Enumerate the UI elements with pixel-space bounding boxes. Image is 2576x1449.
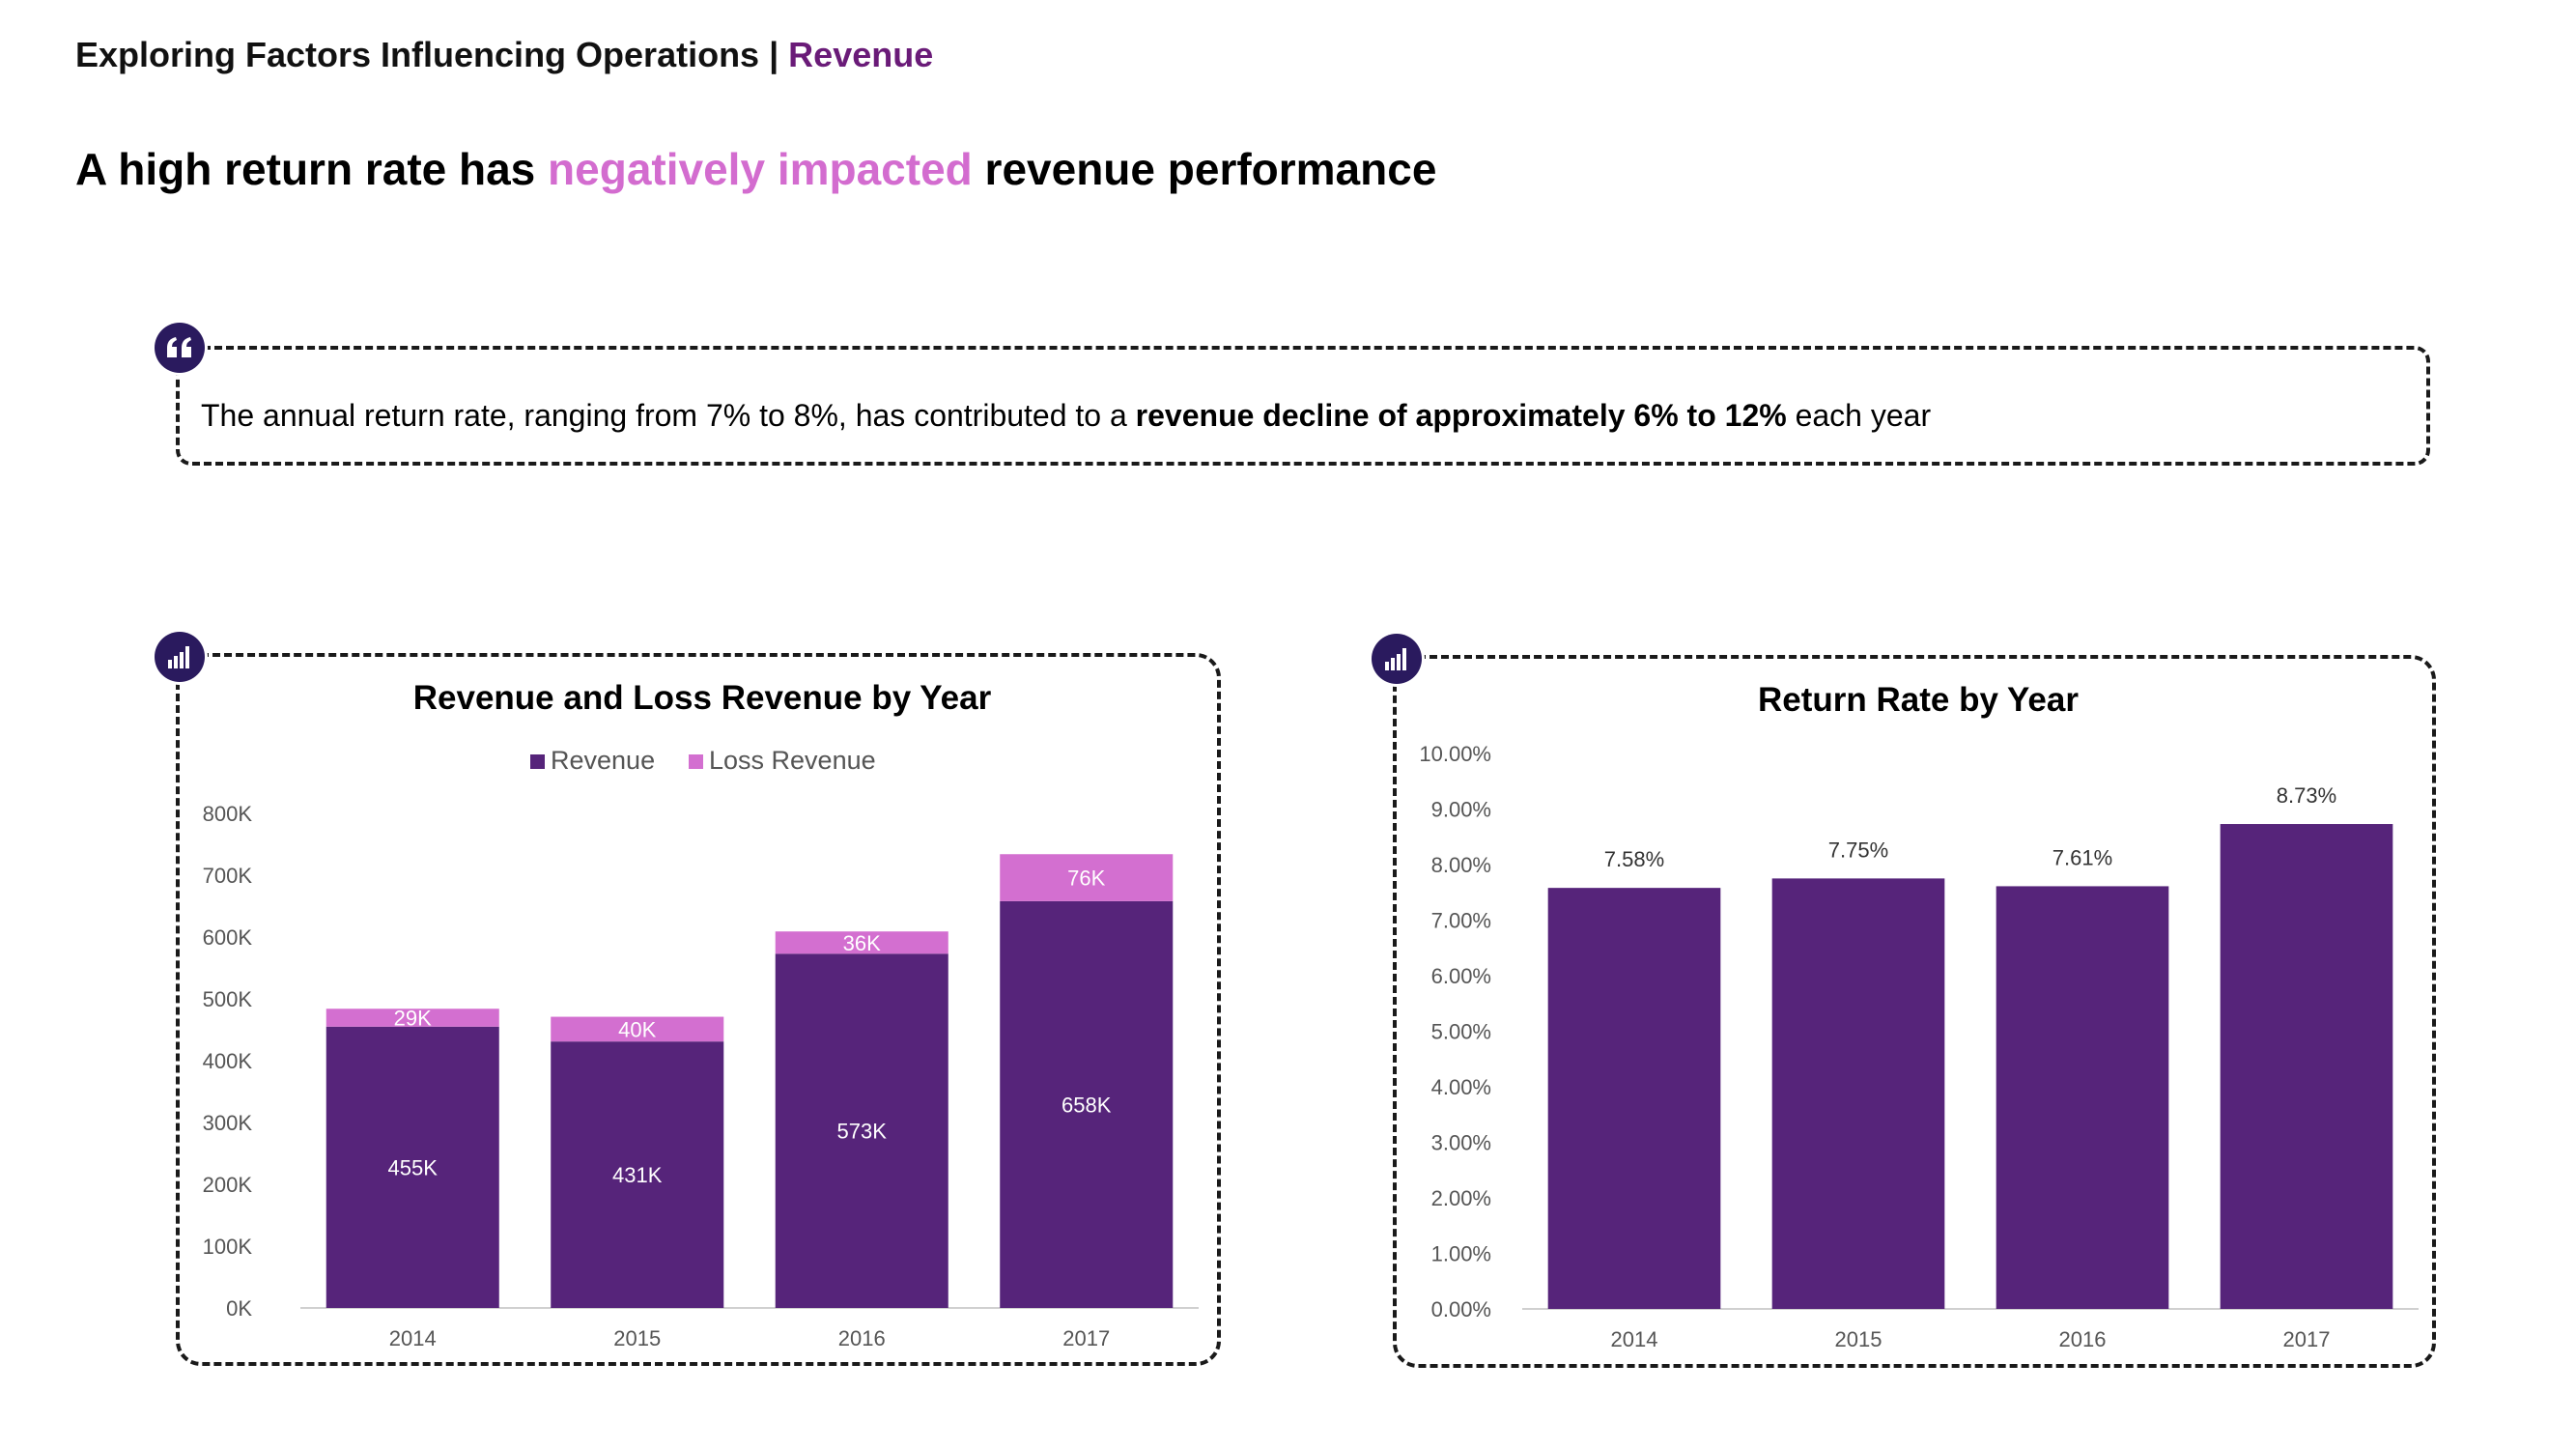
y-tick-label: 8.00% xyxy=(1431,853,1491,877)
loss-revenue-data-label: 40K xyxy=(618,1017,656,1041)
revenue-bar xyxy=(551,1041,724,1308)
x-tick-label: 2015 xyxy=(1835,1327,1882,1351)
legend-label: Revenue xyxy=(551,746,655,775)
x-tick-label: 2014 xyxy=(389,1326,437,1350)
revenue-bar xyxy=(326,1026,499,1308)
return-rate-bar xyxy=(1547,888,1721,1309)
insight-text-bold: revenue decline of approximately 6% to 1… xyxy=(1135,398,1787,433)
revenue-data-label: 658K xyxy=(1062,1093,1112,1117)
insight-text-pre: The annual return rate, ranging from 7% … xyxy=(201,398,1127,433)
y-tick-label: 4.00% xyxy=(1431,1075,1491,1099)
chart-title: Revenue and Loss Revenue by Year xyxy=(413,679,992,717)
return-rate-bar xyxy=(1996,886,2169,1309)
y-tick-label: 2.00% xyxy=(1431,1186,1491,1210)
x-tick-label: 2017 xyxy=(1062,1326,1110,1350)
insight-text: The annual return rate, ranging from 7% … xyxy=(201,398,1931,434)
insight-text-post: each year xyxy=(1795,398,1932,433)
y-tick-label: 3.00% xyxy=(1431,1131,1491,1155)
loss-revenue-bar xyxy=(551,1016,724,1042)
return-rate-data-label: 7.58% xyxy=(1604,847,1664,871)
return-rate-data-label: 8.73% xyxy=(2277,783,2336,808)
headline-post: revenue performance xyxy=(984,144,1437,194)
revenue-bar xyxy=(775,953,948,1308)
y-tick-label: 10.00% xyxy=(1419,742,1491,766)
y-tick-label: 800K xyxy=(203,802,253,826)
return-rate-chart: Return Rate by Year 0.00% 1.00% 2.00% 3.00% 4… xyxy=(1419,681,2419,1351)
breadcrumb: Exploring Factors Influencing Operations… xyxy=(75,35,933,75)
return-rate-chart-card: Return Rate by Year 0.00% 1.00% 2.00% 3.00% 4… xyxy=(1393,655,2436,1368)
breadcrumb-accent: Revenue xyxy=(788,35,934,74)
y-tick-label: 9.00% xyxy=(1431,798,1491,822)
x-tick-label: 2016 xyxy=(838,1326,886,1350)
y-tick-label: 600K xyxy=(203,925,253,950)
quote-icon xyxy=(155,323,205,373)
legend-label: Loss Revenue xyxy=(709,746,876,775)
bar-chart-icon xyxy=(155,632,205,682)
return-rate-data-label: 7.75% xyxy=(1828,838,1888,862)
headline-pre: A high return rate has xyxy=(75,144,536,194)
revenue-data-label: 573K xyxy=(837,1120,888,1144)
y-tick-label: 0K xyxy=(226,1296,252,1321)
breadcrumb-main: Exploring Factors Influencing Operations… xyxy=(75,35,779,74)
headline-highlight: negatively impacted xyxy=(548,144,973,194)
y-tick-label: 5.00% xyxy=(1431,1020,1491,1044)
y-tick-label: 500K xyxy=(203,987,253,1011)
revenue-chart-card: Revenue and Loss Revenue by Year Revenue L… xyxy=(176,653,1221,1366)
y-tick-label: 6.00% xyxy=(1431,964,1491,988)
y-tick-label: 300K xyxy=(203,1111,253,1135)
legend-swatch xyxy=(689,754,703,769)
insight-callout: The annual return rate, ranging from 7% … xyxy=(176,346,2430,466)
page-title: A high return rate has negatively impact… xyxy=(75,143,1436,195)
loss-revenue-data-label: 36K xyxy=(843,931,881,955)
x-tick-label: 2014 xyxy=(1611,1327,1658,1351)
legend-swatch xyxy=(530,754,545,769)
x-tick-label: 2016 xyxy=(2059,1327,2107,1351)
y-tick-label: 400K xyxy=(203,1049,253,1073)
y-tick-label: 200K xyxy=(203,1173,253,1197)
y-tick-label: 100K xyxy=(203,1235,253,1259)
chart-title: Return Rate by Year xyxy=(1758,681,2079,719)
y-tick-label: 0.00% xyxy=(1431,1297,1491,1321)
bar-chart-icon xyxy=(1372,634,1422,684)
y-tick-label: 7.00% xyxy=(1431,909,1491,933)
loss-revenue-bar xyxy=(775,931,948,954)
x-tick-label: 2015 xyxy=(613,1326,661,1350)
y-tick-label: 1.00% xyxy=(1431,1242,1491,1266)
x-tick-label: 2017 xyxy=(2283,1327,2331,1351)
loss-revenue-data-label: 76K xyxy=(1067,867,1105,891)
return-rate-bar xyxy=(2220,824,2393,1309)
revenue-data-label: 431K xyxy=(612,1163,663,1187)
return-rate-data-label: 7.61% xyxy=(2052,845,2112,869)
revenue-loss-chart: Revenue and Loss Revenue by Year Revenue L… xyxy=(203,679,1199,1350)
revenue-bar xyxy=(1000,900,1174,1308)
y-tick-label: 700K xyxy=(203,864,253,888)
loss-revenue-bar xyxy=(326,1009,499,1027)
loss-revenue-bar xyxy=(1000,854,1174,901)
return-rate-bar xyxy=(1771,878,1945,1309)
revenue-data-label: 455K xyxy=(388,1155,439,1179)
loss-revenue-data-label: 29K xyxy=(394,1007,432,1031)
